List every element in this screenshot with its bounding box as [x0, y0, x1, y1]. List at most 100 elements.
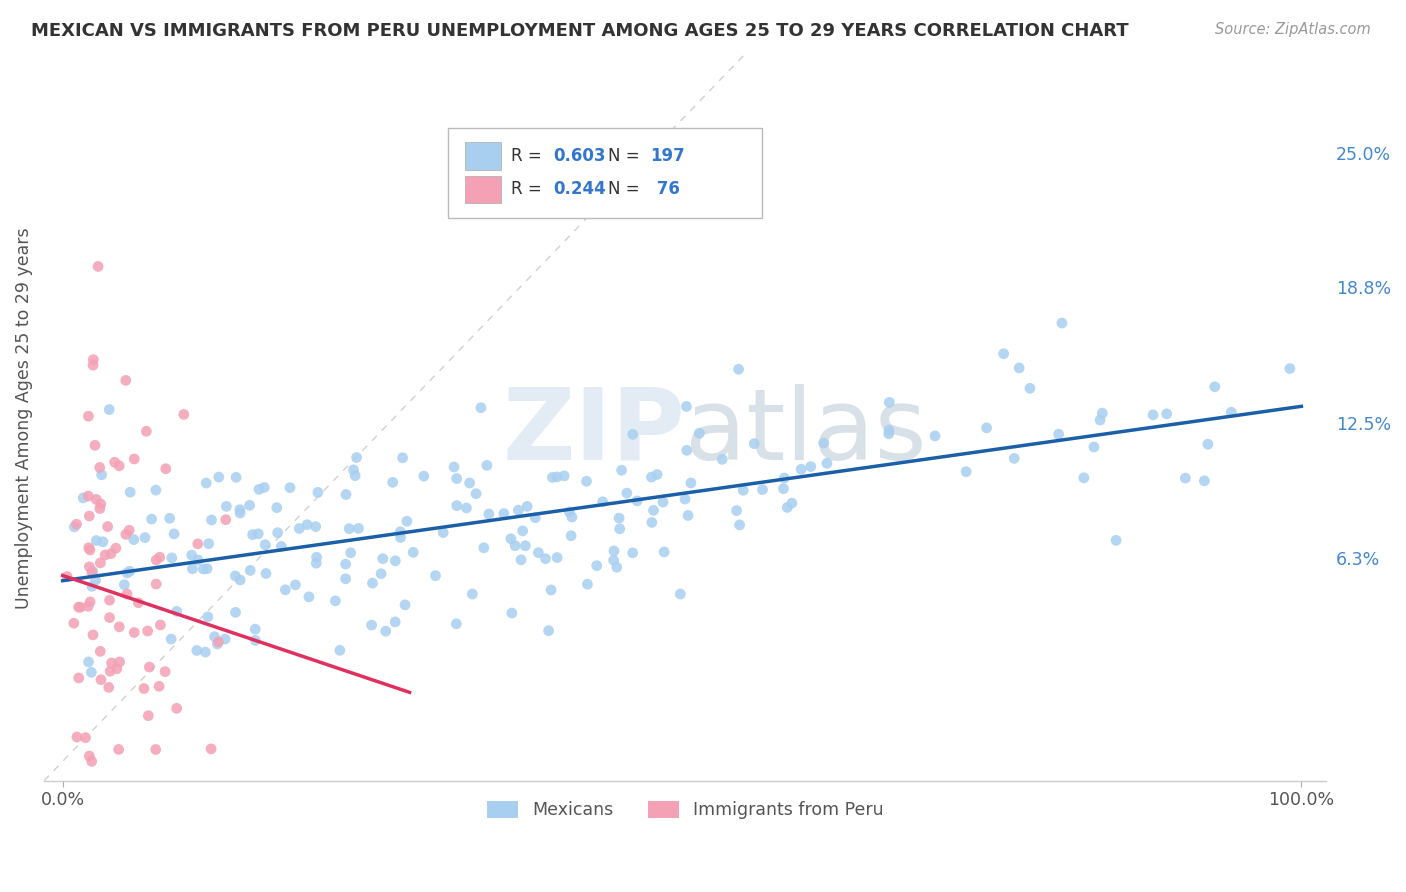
Point — [1008, 361, 1031, 376]
Point — [711, 452, 734, 467]
Point — [67, 600, 90, 615]
Y-axis label: Unemployment Among Ages 25 to 29 years: Unemployment Among Ages 25 to 29 years — [15, 227, 32, 608]
Point — [84, 438, 107, 452]
Point — [135, 425, 157, 439]
Point — [87, 260, 110, 274]
Point — [1002, 451, 1025, 466]
Point — [394, 598, 416, 612]
Point — [1278, 361, 1301, 376]
Point — [75, 823, 97, 838]
Point — [305, 519, 328, 533]
Point — [675, 443, 697, 458]
Point — [534, 551, 557, 566]
Point — [790, 462, 813, 476]
FancyBboxPatch shape — [449, 128, 762, 219]
Point — [815, 456, 838, 470]
Point — [616, 486, 638, 500]
Text: R =: R = — [510, 147, 547, 165]
Point — [673, 491, 696, 506]
Point — [1047, 427, 1070, 442]
Point — [516, 500, 538, 514]
Text: 0.603: 0.603 — [553, 147, 606, 165]
Point — [105, 662, 128, 676]
Point — [91, 534, 114, 549]
Point — [89, 644, 111, 658]
Point — [508, 503, 530, 517]
Point — [97, 681, 120, 695]
Point — [200, 742, 222, 756]
Point — [79, 595, 101, 609]
Point — [90, 497, 112, 511]
Point — [208, 470, 231, 484]
Point — [267, 525, 290, 540]
Point — [955, 465, 977, 479]
Point — [225, 470, 247, 484]
Text: Source: ZipAtlas.com: Source: ZipAtlas.com — [1215, 22, 1371, 37]
Point — [278, 481, 301, 495]
Point — [180, 548, 202, 562]
Point — [585, 558, 607, 573]
Point — [492, 507, 515, 521]
Point — [402, 545, 425, 559]
Point — [80, 755, 103, 769]
Point — [77, 541, 100, 555]
Point — [879, 395, 901, 409]
Point — [432, 525, 454, 540]
Point — [329, 643, 352, 657]
Point — [360, 618, 382, 632]
Point — [1194, 474, 1216, 488]
Point — [389, 531, 412, 545]
Point — [94, 548, 117, 562]
Point — [89, 501, 111, 516]
Point — [75, 731, 97, 745]
Point — [155, 461, 177, 475]
Point — [1091, 406, 1114, 420]
Point — [207, 635, 229, 649]
Point — [325, 594, 347, 608]
Point — [120, 485, 142, 500]
Point — [153, 665, 176, 679]
Point — [1220, 405, 1243, 419]
Point — [602, 553, 624, 567]
Point — [254, 538, 277, 552]
Point — [307, 485, 329, 500]
Point — [149, 618, 172, 632]
Point — [540, 582, 562, 597]
Point — [993, 347, 1015, 361]
Point — [97, 519, 120, 533]
Point — [82, 628, 104, 642]
Point — [247, 483, 270, 497]
Point — [335, 487, 357, 501]
Point — [245, 633, 267, 648]
Point — [136, 624, 159, 638]
Point — [1197, 437, 1219, 451]
Point — [138, 660, 160, 674]
Point — [114, 373, 136, 387]
Point — [160, 550, 183, 565]
Point — [163, 527, 186, 541]
Point — [195, 476, 218, 491]
Point — [215, 500, 238, 514]
Point — [371, 551, 394, 566]
Point — [122, 452, 145, 467]
Point — [478, 507, 501, 521]
Point — [305, 550, 328, 565]
Point — [72, 491, 94, 505]
Point — [115, 527, 138, 541]
Point — [118, 564, 141, 578]
Text: 197: 197 — [651, 147, 685, 165]
Point — [224, 569, 246, 583]
Point — [63, 616, 86, 631]
Point — [652, 495, 675, 509]
Point — [461, 587, 484, 601]
Point — [503, 539, 526, 553]
Point — [669, 587, 692, 601]
Point — [742, 436, 765, 450]
Point — [89, 556, 111, 570]
Point — [389, 524, 412, 539]
Point — [79, 749, 101, 764]
Point — [470, 401, 492, 415]
Point — [298, 590, 321, 604]
Point — [89, 460, 111, 475]
Point — [652, 545, 675, 559]
